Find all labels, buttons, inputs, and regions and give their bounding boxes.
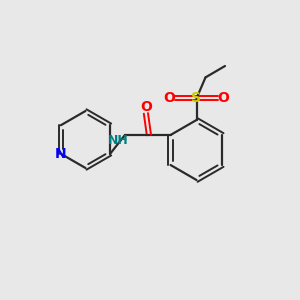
- Text: O: O: [140, 100, 152, 114]
- Text: N: N: [55, 147, 67, 161]
- Text: O: O: [164, 92, 175, 105]
- Text: S: S: [191, 92, 202, 105]
- Text: O: O: [218, 92, 230, 105]
- Text: NH: NH: [108, 134, 129, 147]
